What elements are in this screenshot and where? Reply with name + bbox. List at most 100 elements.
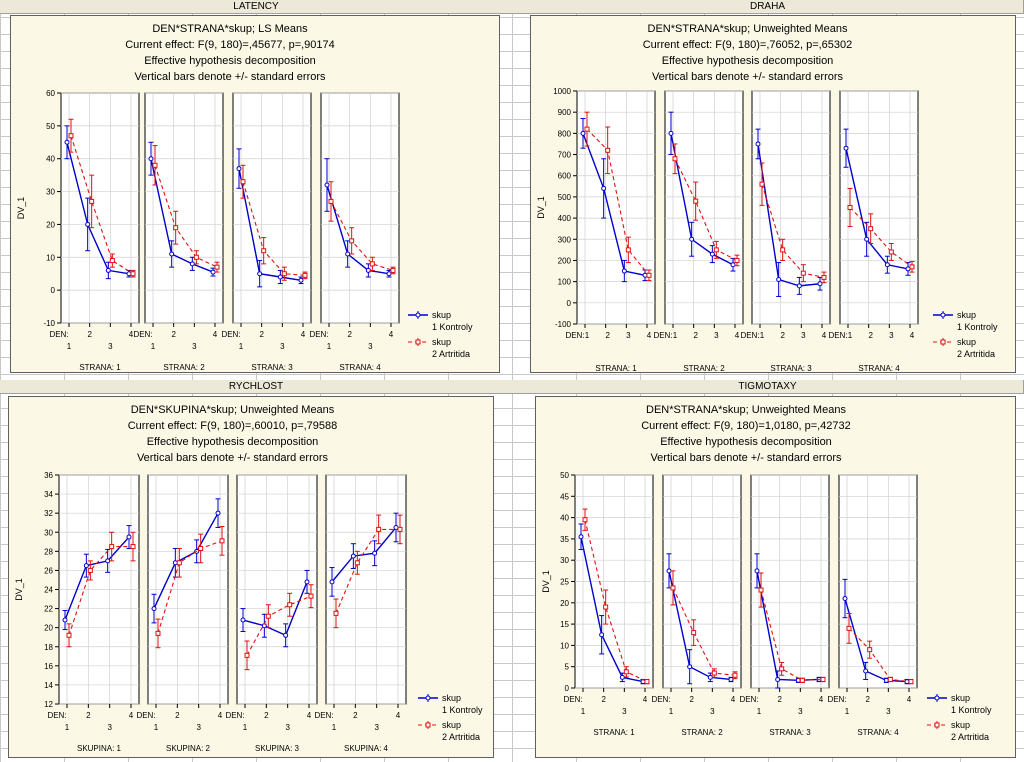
data-point <box>817 281 823 287</box>
legend-title: skup <box>957 310 976 320</box>
chart-legend: skup 1 Kontroly skup 2 Artritida <box>418 693 483 742</box>
chart-latency: DEN*STRANA*skup; LS Means Current effect:… <box>10 15 500 373</box>
data-point <box>390 267 396 273</box>
subplot-panel-4: DEN: 2 4 1 3 SKUPINA: 4 <box>314 474 407 753</box>
chart-title-line: Current effect: F(9, 180)=1,0180, p=,427… <box>641 420 851 432</box>
chart-title-line: Effective hypothesis decomposition <box>662 55 834 67</box>
data-point <box>799 677 805 683</box>
data-point <box>64 139 70 145</box>
y-tick-label: 0 <box>565 684 570 693</box>
data-point <box>87 567 93 573</box>
y-tick-label: 0 <box>51 286 56 295</box>
data-point <box>83 563 89 569</box>
data-point <box>846 625 852 631</box>
y-tick-label: 20 <box>44 624 53 633</box>
x-tick-label: 3 <box>622 707 627 716</box>
x-tick-label: 4 <box>218 711 223 720</box>
subplot-panel-1: DEN: 2 4 1 3 STRANA: 1 <box>49 92 140 372</box>
x-axis-label: DEN: <box>225 711 244 720</box>
data-point <box>219 538 225 544</box>
y-tick-label: 40 <box>560 514 569 523</box>
data-point <box>176 560 182 566</box>
y-tick-label: 34 <box>44 490 53 499</box>
data-point <box>85 221 91 227</box>
y-tick-label: 30 <box>46 188 55 197</box>
data-point <box>333 610 339 616</box>
data-point <box>821 274 827 280</box>
y-tick-label: 20 <box>560 599 569 608</box>
series-line-1 <box>757 143 821 287</box>
data-point <box>214 264 220 270</box>
x-tick-label: 1 <box>585 331 590 340</box>
data-point <box>62 617 68 623</box>
panel-label: STRANA: 1 <box>593 728 635 737</box>
panel-label: STRANA: 3 <box>251 363 293 372</box>
data-point <box>668 130 674 136</box>
x-tick-label: 2 <box>601 695 606 704</box>
x-tick-label: 3 <box>192 342 197 351</box>
x-tick-label: 1 <box>760 331 765 340</box>
data-point <box>666 568 672 574</box>
subplot-panel-3: DEN: 2 4 1 3 SKUPINA: 3 <box>225 474 318 753</box>
x-tick-label: 4 <box>129 711 134 720</box>
y-tick-label: 30 <box>44 528 53 537</box>
legend-item-1: 1 Kontroly <box>957 322 998 332</box>
x-tick-label: 1 <box>581 707 586 716</box>
data-point <box>758 587 764 593</box>
x-tick-label: 1 <box>669 707 674 716</box>
data-point <box>887 676 893 682</box>
data-point <box>883 677 889 683</box>
x-tick-label: 3 <box>886 707 891 716</box>
chart-title-line: Effective hypothesis decomposition <box>660 436 832 448</box>
y-tick-label: 25 <box>560 578 569 587</box>
data-point <box>155 630 161 636</box>
series-line-2 <box>674 158 738 261</box>
x-tick-label: 3 <box>280 342 285 351</box>
series-line-2 <box>68 546 133 636</box>
y-tick-label: 35 <box>560 535 569 544</box>
x-tick-label: 2 <box>87 330 92 339</box>
data-point <box>148 156 154 162</box>
series-line-2 <box>849 207 913 268</box>
panel-label: STRANA: 4 <box>858 364 900 373</box>
x-axis-label: DEN: <box>739 695 758 704</box>
data-point <box>386 271 392 277</box>
data-point <box>644 679 650 685</box>
legend-item-2: 2 Artritida <box>442 732 480 742</box>
subplot-panel-1: DEN: 2 4 1 3 STRANA: 1 <box>563 474 654 737</box>
x-axis-label: DEN: <box>133 330 152 339</box>
x-axis-label: DEN: <box>563 695 582 704</box>
data-point <box>350 553 356 559</box>
data-point <box>734 257 740 263</box>
y-tick-label: 60 <box>46 89 55 98</box>
y-tick-label: 300 <box>558 235 572 244</box>
y-tick-label: 30 <box>560 556 569 565</box>
y-tick-label: 0 <box>567 299 572 308</box>
data-point <box>172 560 178 566</box>
x-axis-label: DEN: <box>314 711 333 720</box>
x-tick-label: 2 <box>353 711 358 720</box>
y-tick-label: 28 <box>44 547 53 556</box>
legend-marker-1 <box>415 312 421 318</box>
series-line-2 <box>330 201 394 271</box>
data-point <box>261 248 267 254</box>
x-tick-label: 1 <box>67 342 72 351</box>
series-line-1 <box>326 184 390 275</box>
data-point <box>126 271 132 277</box>
y-tick-label: 200 <box>558 256 572 265</box>
data-point <box>109 258 115 264</box>
data-point <box>105 558 111 564</box>
data-point <box>584 126 590 132</box>
series-line-2 <box>242 181 306 276</box>
data-point <box>621 268 627 274</box>
x-axis-label: DEN: <box>47 711 66 720</box>
x-tick-label: 4 <box>647 331 652 340</box>
data-point <box>625 247 631 253</box>
data-point <box>693 198 699 204</box>
y-tick-label: 10 <box>560 641 569 650</box>
legend-title: skup <box>442 720 461 730</box>
y-tick-label: 20 <box>46 220 55 229</box>
data-point <box>905 266 911 272</box>
data-point <box>66 632 72 638</box>
